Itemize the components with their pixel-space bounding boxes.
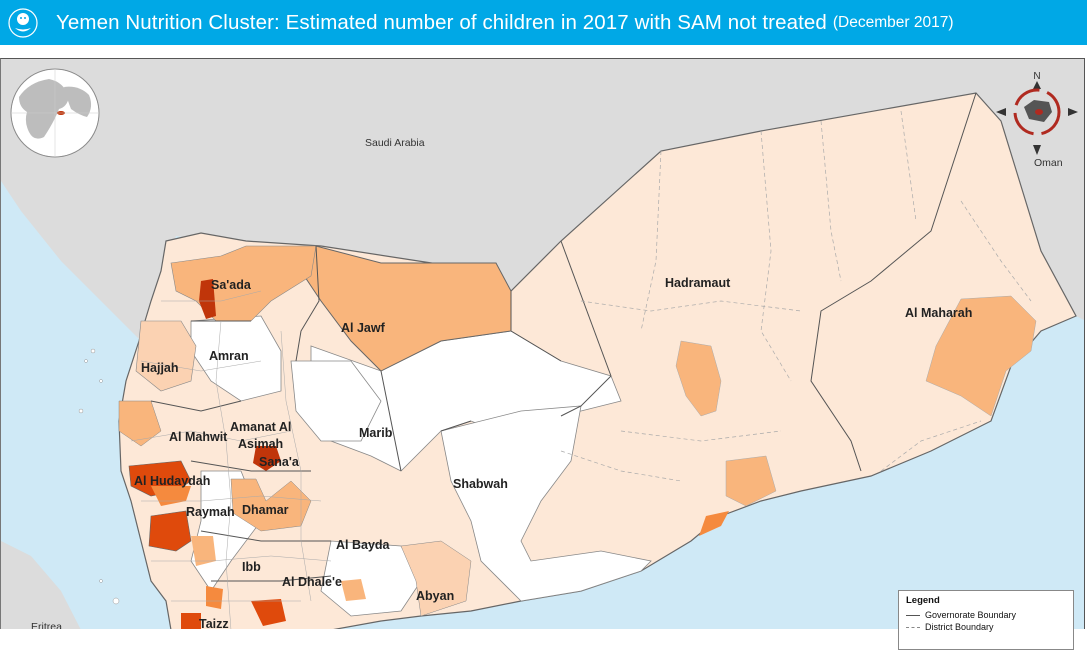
- eritrea-land: [1, 541, 81, 629]
- raymah-class3: [191, 536, 216, 566]
- label-dhamar: Dhamar: [242, 503, 289, 517]
- legend-item-label: District Boundary: [925, 622, 994, 632]
- label-amanat-al: Amanat Al: [230, 420, 292, 434]
- shabwah-region: [440, 405, 652, 602]
- yemen-map: [1, 59, 1084, 629]
- governorate-line-swatch: [906, 614, 920, 616]
- label-saudi-arabia: Saudi Arabia: [365, 137, 425, 149]
- label-oman: Oman: [1034, 157, 1063, 169]
- district-boundaries: [560, 110, 1032, 482]
- label-hajjah: Hajjah: [141, 361, 179, 375]
- dhamar-class3: [230, 478, 312, 532]
- legend-title: Legend: [906, 595, 940, 606]
- coastal-patch-2: [699, 511, 729, 536]
- label-abyan: Abyan: [416, 589, 455, 603]
- map-frame: N Saudi Arabia Oman Eritrea Hadramaut Al…: [0, 58, 1085, 629]
- label-amran: Amran: [209, 349, 249, 363]
- al-mahra-patch: [925, 295, 1037, 417]
- legend-item-district: District Boundary: [906, 622, 1066, 632]
- red-sea-islands: [78, 348, 120, 605]
- abyan-class2: [400, 540, 472, 617]
- hadramaut-patch: [675, 340, 722, 417]
- label-hadramaut: Hadramaut: [665, 276, 731, 290]
- taizz-dark: [181, 613, 201, 629]
- label-shabwah: Shabwah: [453, 477, 508, 491]
- page-title: Yemen Nutrition Cluster: Estimated numbe…: [56, 10, 827, 34]
- label-raymah: Raymah: [186, 505, 235, 519]
- label-al-mahwit: Al Mahwit: [169, 430, 228, 444]
- label-al-jawf: Al Jawf: [341, 321, 385, 335]
- label-marib: Marib: [359, 426, 393, 440]
- lahj-dark: [251, 599, 286, 626]
- hajjah-region: [135, 320, 197, 392]
- label-ibb: Ibb: [242, 560, 261, 574]
- al-bayda-class3: [341, 579, 366, 601]
- hajjah-class3: [118, 400, 162, 447]
- legend-item-governorate: Governorate Boundary: [906, 610, 1066, 620]
- label-al-maharah: Al Maharah: [905, 306, 973, 320]
- sanaa-white-region: [290, 360, 382, 442]
- page-date: (December 2017): [832, 13, 954, 31]
- district-line-swatch: [906, 626, 920, 628]
- label-al-bayda: Al Bayda: [336, 538, 390, 552]
- north-letter: N: [1033, 71, 1040, 82]
- al-jawf-region: [300, 245, 512, 372]
- oman-land: [976, 59, 1084, 320]
- north-arrow-icon: N: [996, 71, 1078, 155]
- globe-locator-icon: [10, 68, 100, 158]
- label-sanaa: Sana'a: [259, 455, 299, 469]
- saudi-arabia-land: [1, 59, 1084, 341]
- west-district-lines: [130, 290, 332, 629]
- map-legend: Legend Governorate Boundary District Bou…: [898, 590, 1074, 650]
- unicef-child-icon: [8, 7, 38, 38]
- legend-item-label: Governorate Boundary: [925, 610, 1017, 620]
- sadah-dark: [199, 279, 216, 319]
- label-al-hudaydah: Al Hudaydah: [134, 474, 211, 488]
- sanaa-dark: [253, 446, 281, 471]
- zabid-dark: [148, 510, 192, 552]
- label-sadah: Sa'ada: [211, 278, 251, 292]
- label-al-dhalee: Al Dhale'e: [282, 575, 342, 589]
- title-bar: Yemen Nutrition Cluster: Estimated numbe…: [0, 0, 1087, 45]
- ibb-orange: [206, 586, 223, 609]
- coastal-patch: [725, 455, 777, 507]
- label-asimah: Asimah: [238, 437, 284, 451]
- label-taizz: Taizz: [199, 617, 229, 629]
- label-eritrea: Eritrea: [31, 621, 62, 629]
